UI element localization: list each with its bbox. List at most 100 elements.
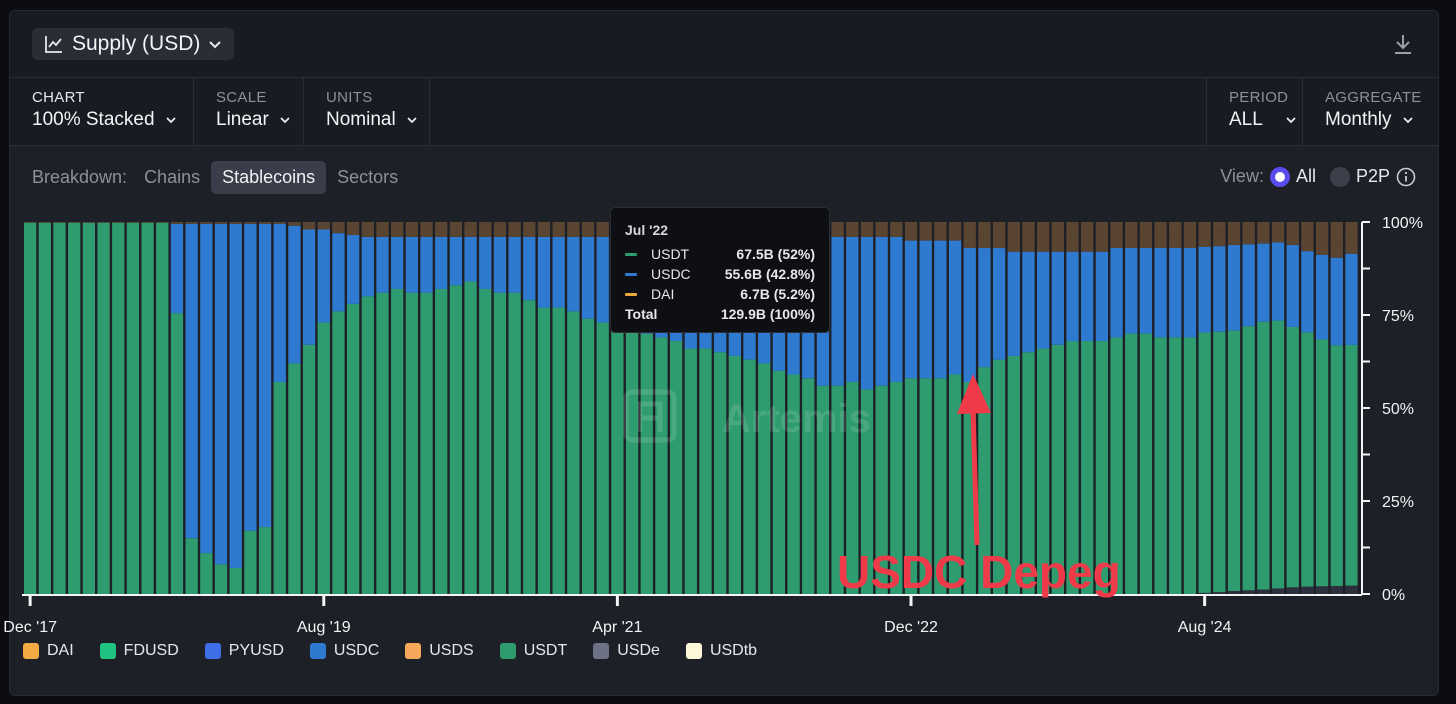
bar-segment-usde[interactable] [1213, 592, 1226, 594]
bar-segment-usdc[interactable] [860, 236, 874, 390]
bar-segment-other[interactable] [273, 222, 286, 224]
bar-segment-other[interactable] [963, 222, 976, 234]
bar-segment-other[interactable] [302, 222, 316, 226]
bar-segment-usdc[interactable] [302, 229, 316, 345]
bar-segment-other[interactable] [1301, 222, 1314, 237]
bar-segment-usdt[interactable] [112, 222, 125, 595]
bar-segment-usdt[interactable] [684, 348, 697, 594]
bar-segment-usde[interactable] [1257, 589, 1270, 594]
bar-segment-other[interactable] [1213, 222, 1226, 232]
bar-segment-other[interactable] [38, 222, 51, 223]
bar-segment-usdt[interactable] [258, 527, 272, 594]
bar-segment-usdc[interactable] [464, 236, 477, 282]
bar-segment-other[interactable] [1271, 222, 1285, 228]
bar-segment-other[interactable] [170, 222, 184, 224]
bar-segment-usdt[interactable] [1286, 326, 1299, 588]
bar-segment-usdt[interactable] [1022, 352, 1035, 594]
bar-segment-usdt[interactable] [391, 288, 404, 594]
bar-segment-usdc[interactable] [992, 248, 1006, 360]
bar-segment-other[interactable] [978, 222, 991, 234]
bar-segment-other[interactable] [1257, 222, 1270, 229]
bar-segment-usdt[interactable] [435, 288, 448, 594]
bar-segment-usdt[interactable] [567, 311, 580, 594]
bar-segment-usdt[interactable] [919, 378, 932, 594]
bar-segment-other[interactable] [53, 222, 66, 223]
bar-segment-other[interactable] [214, 222, 228, 224]
bar-segment-usdt[interactable] [244, 530, 257, 594]
bar-segment-usdc[interactable] [1095, 251, 1109, 342]
bar-segment-usdt[interactable] [405, 292, 418, 594]
bar-segment-dai[interactable] [405, 227, 418, 237]
bar-segment-usdt[interactable] [904, 378, 918, 594]
bar-segment-usde[interactable] [1345, 585, 1358, 594]
bar-segment-other[interactable] [992, 222, 1006, 234]
bar-segment-other[interactable] [435, 222, 448, 226]
tab-sectors[interactable]: Sectors [337, 167, 399, 187]
bar-segment-other[interactable] [1169, 222, 1182, 234]
bar-segment-dai[interactable] [420, 226, 433, 237]
aggregate-select[interactable]: AGGREGATE Monthly [1302, 77, 1438, 145]
bar-segment-usdt[interactable] [831, 385, 844, 594]
bar-segment-usdt[interactable] [1066, 341, 1079, 594]
bar-segment-other[interactable] [361, 222, 374, 230]
bar-segment-dai[interactable] [1125, 233, 1138, 249]
bar-segment-usdc[interactable] [391, 236, 404, 289]
bar-segment-usdc[interactable] [523, 236, 536, 301]
bar-segment-other[interactable] [156, 222, 169, 223]
bar-segment-usdt[interactable] [640, 333, 653, 594]
bar-segment-other[interactable] [1081, 222, 1094, 237]
bar-segment-usdc[interactable] [376, 236, 389, 293]
bar-segment-usdc[interactable] [493, 236, 507, 293]
bar-segment-dai[interactable] [1315, 240, 1329, 255]
tab-chains[interactable]: Chains [144, 167, 201, 187]
bar-segment-dai[interactable] [1022, 236, 1035, 252]
bar-segment-usdt[interactable] [1037, 348, 1050, 594]
chart-type-select[interactable]: CHART 100% Stacked [10, 77, 194, 145]
bar-segment-other[interactable] [1125, 222, 1138, 234]
bar-segment-dai[interactable] [860, 222, 874, 237]
bar-segment-usdc[interactable] [846, 236, 859, 382]
bar-segment-dai[interactable] [875, 222, 888, 237]
bar-segment-usdc[interactable] [435, 236, 448, 289]
bar-segment-usdt[interactable] [1081, 341, 1094, 594]
bar-segment-dai[interactable] [302, 225, 316, 230]
bar-segment-other[interactable] [288, 222, 301, 226]
bar-segment-usdc[interactable] [1286, 245, 1299, 327]
bar-segment-dai[interactable] [391, 228, 404, 237]
bar-segment-other[interactable] [1022, 222, 1035, 237]
bar-segment-dai[interactable] [567, 222, 580, 237]
bar-segment-dai[interactable] [1213, 231, 1226, 247]
bar-segment-usdc[interactable] [420, 236, 433, 293]
bar-segment-usde[interactable] [1198, 592, 1211, 594]
bar-segment-usdt[interactable] [875, 385, 888, 594]
bar-segment-usdt[interactable] [611, 326, 624, 594]
bar-segment-other[interactable] [317, 222, 330, 225]
bar-segment-other[interactable] [258, 222, 272, 224]
bar-segment-dai[interactable] [831, 222, 844, 237]
bar-segment-other[interactable] [126, 222, 140, 223]
bar-segment-other[interactable] [200, 222, 213, 224]
bar-segment-usdc[interactable] [1081, 251, 1094, 342]
bar-segment-usdc[interactable] [1110, 248, 1123, 338]
bar-segment-usdc[interactable] [273, 223, 286, 382]
bar-segment-dai[interactable] [1095, 236, 1109, 252]
bar-segment-dai[interactable] [1257, 228, 1270, 244]
bar-segment-other[interactable] [1007, 222, 1020, 237]
bar-segment-usdt[interactable] [479, 288, 492, 594]
legend-item-usdtb[interactable]: USDtb [685, 642, 757, 660]
bar-segment-usdt[interactable] [846, 381, 859, 594]
bar-segment-other[interactable] [1242, 222, 1255, 230]
bar-segment-usdt[interactable] [699, 348, 712, 594]
bar-segment-usdc[interactable] [449, 236, 463, 286]
bar-segment-other[interactable] [97, 222, 110, 223]
bar-segment-other[interactable] [919, 222, 932, 226]
bar-segment-usdc[interactable] [508, 236, 521, 293]
bar-segment-usdt[interactable] [816, 385, 830, 594]
view-p2p-radio[interactable] [1329, 166, 1350, 187]
bar-segment-dai[interactable] [1227, 230, 1241, 246]
bar-segment-usdc[interactable] [552, 236, 565, 308]
bar-segment-usdt[interactable] [420, 292, 433, 594]
bar-segment-dai[interactable] [1037, 236, 1050, 252]
bar-segment-other[interactable] [376, 222, 389, 229]
bar-segment-dai[interactable] [978, 233, 991, 249]
